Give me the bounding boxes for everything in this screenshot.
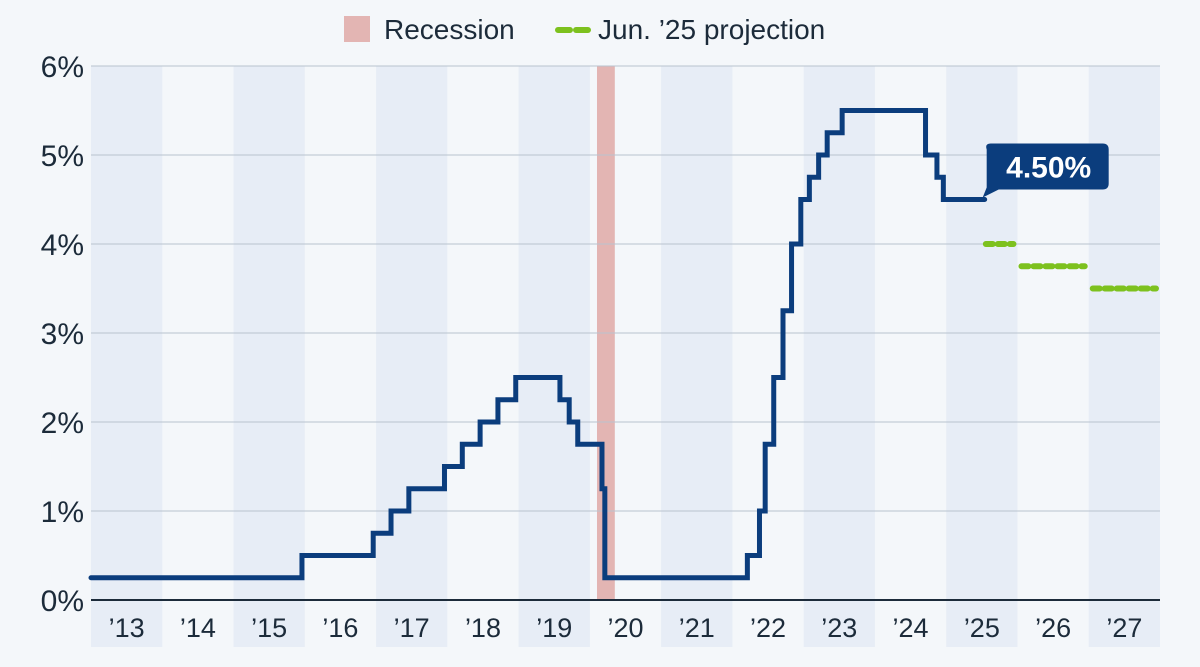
rate-line-series-0: [88, 108, 988, 581]
legend-recession-swatch: [344, 16, 370, 42]
year-band-2019: [518, 66, 590, 647]
year-band-2017: [376, 66, 448, 647]
callout-box: [982, 143, 1109, 198]
year-band-2021: [661, 66, 733, 647]
x-tick-label: ’13: [109, 613, 145, 643]
gridlines: [91, 65, 1160, 512]
x-tick-label: ’25: [964, 613, 1000, 643]
annotation-layer: 4.50%: [982, 143, 1109, 198]
callout-value: 4.50%: [1006, 152, 1091, 185]
x-tick-label: ’22: [750, 613, 786, 643]
y-tick-label: 4%: [41, 229, 84, 262]
year-bands: [91, 66, 1160, 647]
year-band-2023: [803, 66, 875, 647]
y-tick-label: 5%: [41, 140, 84, 173]
year-band-2015: [233, 66, 305, 647]
x-axis: ’13 ’14 ’15 ’16 ’17 ’18 ’19 ’20 ’21 ’22 ’23 ’24 ’25 ’…: [91, 599, 1160, 643]
y-tick-label: 2%: [41, 407, 84, 440]
y-tick-label: 1%: [41, 496, 84, 529]
legend-recession-label: Recession: [384, 14, 515, 45]
legend-projection-label: Jun. ’25 projection: [598, 14, 825, 45]
x-tick-label: ’27: [1106, 613, 1142, 643]
y-tick-label: 6%: [41, 51, 84, 84]
x-tick-label: ’17: [394, 613, 430, 643]
y-tick-label: 3%: [41, 318, 84, 351]
legend: Recession Jun. ’25 projection: [344, 14, 825, 45]
projection-layer: [982, 241, 1159, 292]
y-tick-label: 0%: [41, 585, 84, 618]
x-tick-label: ’21: [679, 613, 715, 643]
x-tick-label: ’18: [465, 613, 501, 643]
x-tick-label: ’15: [251, 613, 287, 643]
y-axis: 0% 1% 2% 3% 4% 5% 6%: [41, 51, 84, 618]
series-layer: [88, 108, 988, 581]
x-tick-label: ’24: [893, 613, 929, 643]
x-tick-label: ’20: [607, 613, 643, 643]
x-tick-label: ’26: [1035, 613, 1071, 643]
x-tick-label: ’19: [536, 613, 572, 643]
x-tick-label: ’23: [821, 613, 857, 643]
x-tick-label: ’14: [180, 613, 216, 643]
x-tick-label: ’16: [322, 613, 358, 643]
year-band-2013: [91, 66, 163, 647]
